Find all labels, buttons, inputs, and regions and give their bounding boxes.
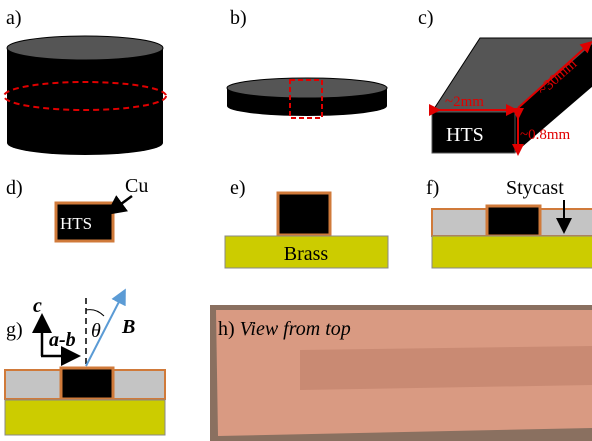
panel-label: h) View from top xyxy=(218,318,351,340)
substrate xyxy=(224,235,389,269)
angle-label: θ xyxy=(91,320,101,342)
panel-label: b) xyxy=(230,7,247,29)
cut-line xyxy=(289,79,323,119)
cut-line xyxy=(3,81,167,111)
panel-label: a) xyxy=(6,7,22,29)
filler-label: Stycast xyxy=(506,177,564,199)
conductor xyxy=(485,204,542,238)
conductor xyxy=(59,366,115,401)
substrate xyxy=(431,235,592,269)
dimension xyxy=(517,40,592,109)
substrate xyxy=(4,399,166,436)
panel-label: h) xyxy=(218,318,235,340)
disc-top xyxy=(226,77,388,99)
conductor xyxy=(54,201,115,243)
axis-label: a-b xyxy=(49,329,76,351)
thickness-label: ~0.8mm xyxy=(520,127,571,143)
embedded-strip xyxy=(300,346,592,390)
panel-label: e) xyxy=(230,177,246,199)
substrate-label: Brass xyxy=(284,243,329,265)
caption: View from top xyxy=(240,318,351,340)
cylinder xyxy=(7,48,163,155)
arrow xyxy=(105,194,133,215)
material-label: HTS xyxy=(446,124,484,146)
material-label: HTS xyxy=(60,214,92,233)
field-label: B xyxy=(121,316,135,338)
panel-label: d) xyxy=(6,177,23,199)
coating-label: Cu xyxy=(125,175,148,197)
panel-label: c) xyxy=(418,7,434,29)
panel-label: f) xyxy=(426,177,439,199)
angle-arc xyxy=(85,309,105,317)
bar-side xyxy=(515,44,592,153)
width-label: ~2mm xyxy=(445,94,484,110)
axis-label: c xyxy=(33,295,42,317)
conductor xyxy=(276,191,332,237)
field-arrow xyxy=(85,288,126,367)
panel-label: g) xyxy=(6,319,23,341)
cylinder-top xyxy=(6,35,164,61)
